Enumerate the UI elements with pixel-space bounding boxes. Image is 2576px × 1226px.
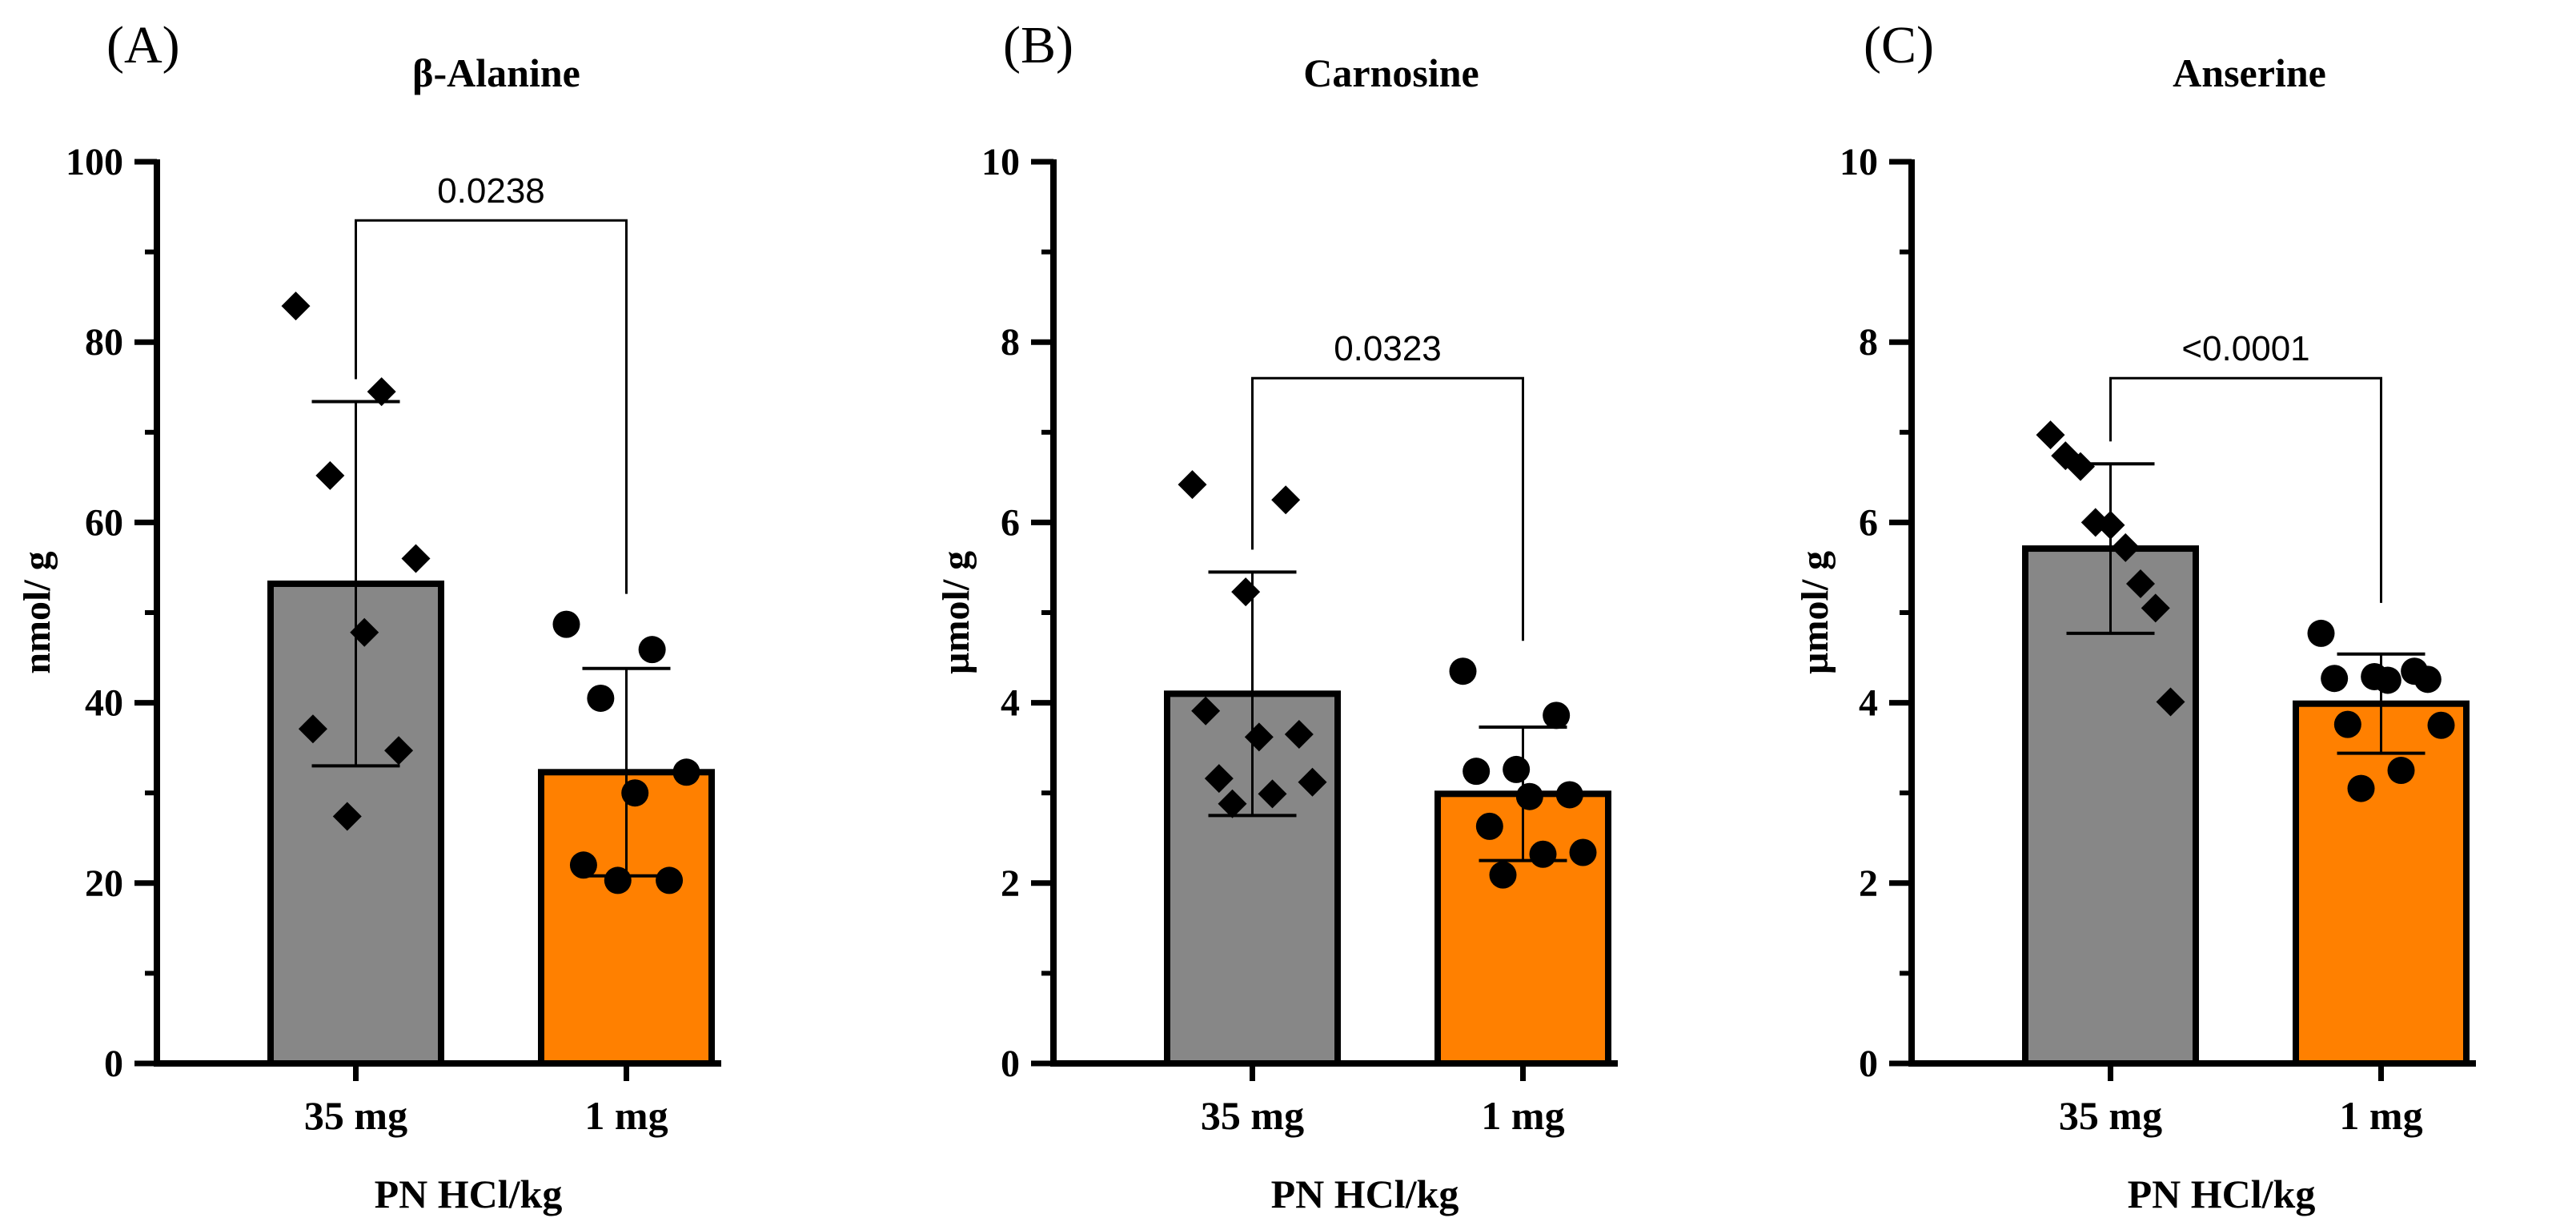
data-point-diamond [1178,470,1207,500]
x-category-label: 1 mg [584,1093,668,1138]
data-point-diamond [401,544,431,573]
x-category-label: 35 mg [2059,1093,2162,1138]
data-point-diamond [1204,764,1234,794]
data-point-diamond [2066,452,2095,481]
p-value-label: <0.0001 [2181,329,2309,368]
y-tick-label: 6 [1859,501,1878,544]
y-tick-label: 4 [1001,682,1020,725]
data-point-circle [1555,781,1583,809]
data-point-diamond [2111,533,2141,562]
y-tick-label: 6 [1001,501,1020,544]
y-tick-label: 0 [1859,1043,1878,1085]
x-category-label: 1 mg [2339,1093,2422,1138]
y-axis-label: µmol/ g [935,551,977,674]
data-point-diamond [332,802,362,831]
data-point-circle [1529,840,1557,868]
y-tick-label: 8 [1001,321,1020,364]
data-point-circle [1489,861,1517,889]
significance-bracket [2109,376,2382,603]
data-point-diamond [315,460,345,490]
panel-letter: (C) [1864,16,1934,74]
data-point-diamond [367,377,396,407]
data-point-diamond [384,736,414,766]
x-category-label: 35 mg [1201,1093,1304,1138]
data-point-circle [587,684,615,712]
data-point-circle [1503,755,1531,783]
data-point-circle [1463,758,1491,786]
data-point-diamond [350,617,379,647]
data-point-diamond [1298,767,1327,797]
y-tick-label: 40 [85,682,123,725]
data-point-diamond [298,714,327,744]
y-tick-label: 80 [85,321,123,364]
data-point-circle [1569,838,1597,866]
x-axis-label: PN HCl/kg [2128,1172,2316,1216]
data-point-circle [1475,812,1503,840]
data-point-circle [2413,665,2442,693]
data-point-circle [621,779,649,807]
data-point-circle [2427,711,2455,739]
data-point-diamond [2036,420,2065,450]
y-tick-label: 0 [1001,1043,1020,1085]
x-category-label: 35 mg [304,1093,407,1138]
panel-letter: (A) [106,16,180,74]
p-value-label: 0.0323 [1334,329,1442,368]
chart-title: Anserine [2173,50,2326,95]
data-point-circle [1515,782,1543,810]
data-point-circle [569,851,597,879]
data-point-circle [2333,710,2361,738]
y-tick-label: 2 [1859,862,1878,905]
data-point-circle [2307,619,2335,647]
y-tick-label: 4 [1859,682,1878,725]
data-point-diamond [1218,789,1247,818]
data-point-diamond [1271,485,1301,515]
y-tick-label: 8 [1859,321,1878,364]
chart-title: Carnosine [1303,50,1479,95]
chart-title: β-Alanine [412,50,580,95]
y-axis-label: µmol/ g [1794,551,1836,674]
y-tick-label: 60 [85,501,123,544]
data-point-circle [604,866,632,894]
data-point-circle [638,636,666,664]
chart-panel-0: (A) β-Alanine nmol/ g 0 20 40 60 80 100 35 mg 1 mg… [16,16,721,1216]
chart-panel-1: (B) Carnosine µmol/ g 0 2 4 6 8 10 35 mg 1 mg PN HC… [935,16,1618,1216]
significance-bracket [355,219,628,594]
panel-letter: (B) [1003,16,1073,74]
data-point-diamond [2141,593,2170,623]
data-point-circle [2387,757,2415,785]
data-point-diamond [2126,569,2155,598]
y-tick-label: 0 [104,1043,123,1085]
data-point-circle [1449,657,1477,685]
data-point-circle [656,866,684,894]
p-value-label: 0.0238 [437,171,545,211]
x-axis-label: PN HCl/kg [1271,1172,1459,1216]
y-tick-label: 100 [66,141,123,183]
data-point-circle [2373,666,2401,694]
data-point-diamond [1284,720,1314,750]
data-point-diamond [281,291,311,321]
data-point-diamond [1231,577,1261,607]
data-point-circle [672,758,700,786]
x-category-label: 1 mg [1481,1093,1564,1138]
data-point-diamond [2156,687,2185,717]
data-point-circle [552,610,580,638]
y-tick-label: 20 [85,862,123,905]
y-tick-label: 2 [1001,862,1020,905]
chart-panel-2: (C) Anserine µmol/ g 0 2 4 6 8 10 35 mg 1 mg PN HCl… [1794,16,2476,1216]
y-tick-label: 10 [1840,141,1878,183]
data-point-circle [1543,701,1571,730]
x-axis-label: PN HCl/kg [375,1172,563,1216]
data-point-diamond [1258,779,1287,809]
bar [2293,700,2470,1067]
y-axis-label: nmol/ g [16,551,58,673]
data-point-circle [2347,774,2375,802]
data-point-diamond [1191,696,1221,726]
data-point-circle [2321,665,2349,693]
y-tick-label: 10 [981,141,1020,183]
significance-bracket [1251,376,1524,641]
